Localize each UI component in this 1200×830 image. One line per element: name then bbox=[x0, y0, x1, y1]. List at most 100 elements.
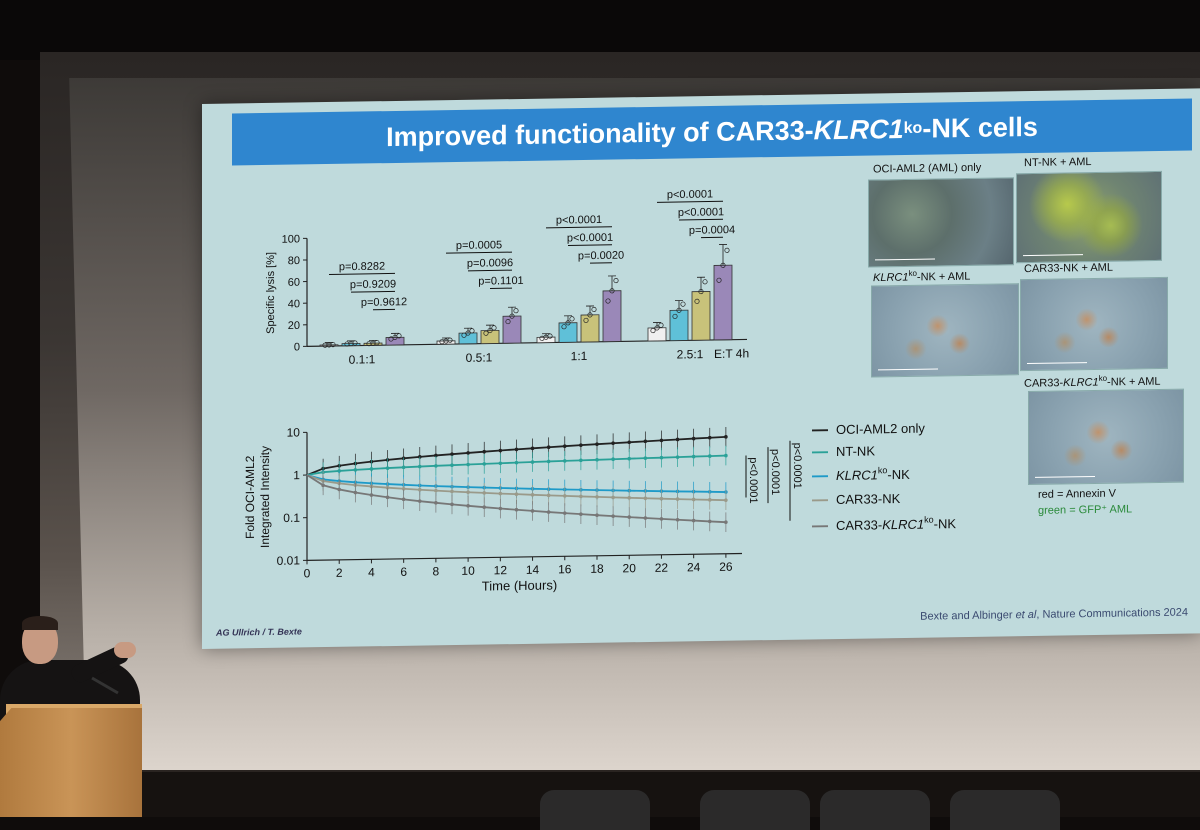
line-p-value: p<0.0001 bbox=[769, 449, 781, 495]
bar-y-tick-label: 60 bbox=[288, 277, 300, 289]
legend-label-2: KLRC1ko-NK bbox=[836, 465, 910, 483]
line-point bbox=[595, 442, 599, 446]
line-point bbox=[724, 454, 728, 458]
line-point bbox=[531, 493, 535, 497]
legend-label-1: NT-NK bbox=[836, 443, 875, 459]
line-point bbox=[547, 494, 551, 498]
line-x-tick-label: 14 bbox=[526, 563, 540, 577]
line-point bbox=[531, 509, 535, 513]
line-point bbox=[482, 505, 486, 509]
bar-2-1 bbox=[559, 323, 577, 343]
footer-lab: AG Ullrich / T. Bexte bbox=[216, 626, 302, 637]
line-point bbox=[708, 436, 712, 440]
bar-data-point bbox=[592, 307, 596, 311]
line-point bbox=[724, 498, 728, 502]
line-point bbox=[450, 490, 454, 494]
line-point bbox=[627, 496, 631, 500]
line-point bbox=[563, 494, 567, 498]
citation-authors: Bexte and Albinger bbox=[920, 609, 1015, 622]
p-value-label: p=0.0096 bbox=[467, 257, 513, 270]
podium bbox=[0, 708, 142, 817]
line-point bbox=[515, 461, 519, 465]
bar-category-label: 2.5:1 bbox=[677, 347, 704, 361]
line-x-tick-label: 20 bbox=[623, 561, 637, 575]
image-label-car33-klrc1: CAR33-KLRC1ko-NK + AML bbox=[1024, 373, 1161, 390]
line-point bbox=[466, 504, 470, 508]
line-x-axis-title: Time (Hours) bbox=[482, 577, 557, 593]
line-point bbox=[611, 496, 615, 500]
micro-image-oci bbox=[868, 177, 1014, 267]
image-label-car33: CAR33-NK + AML bbox=[1024, 262, 1113, 275]
line-point bbox=[644, 496, 648, 500]
p-value-label: p<0.0001 bbox=[678, 206, 724, 219]
p-value-label: p=0.9612 bbox=[361, 296, 407, 309]
line-point bbox=[499, 449, 503, 453]
line-point bbox=[402, 497, 406, 501]
line-point bbox=[499, 461, 503, 465]
line-point bbox=[386, 466, 390, 470]
bar-data-point bbox=[614, 278, 618, 282]
p-value-label: p<0.0001 bbox=[667, 188, 713, 201]
line-point bbox=[386, 495, 390, 499]
line-point bbox=[547, 445, 551, 449]
bar-y-tick-label: 20 bbox=[288, 320, 300, 332]
line-point bbox=[595, 495, 599, 499]
line-point bbox=[676, 438, 680, 442]
citation-journal: , Nature Communications 2024 bbox=[1036, 607, 1188, 621]
p-bracket bbox=[329, 273, 395, 274]
p-value-label: p=0.8282 bbox=[339, 261, 385, 274]
line-point bbox=[644, 516, 648, 520]
line-point bbox=[418, 465, 422, 469]
bar-3-3 bbox=[714, 265, 732, 340]
line-point bbox=[354, 468, 358, 472]
seat bbox=[700, 790, 810, 830]
line-point bbox=[547, 510, 551, 514]
line-point bbox=[627, 457, 631, 461]
line-x-tick-label: 10 bbox=[461, 564, 475, 578]
line-point bbox=[627, 515, 631, 519]
bar-category-label: 1:1 bbox=[571, 349, 588, 363]
line-point bbox=[611, 457, 615, 461]
line-point bbox=[450, 503, 454, 507]
line-y-tick-label: 0.01 bbox=[277, 553, 301, 567]
line-point bbox=[644, 439, 648, 443]
bar-data-point bbox=[492, 326, 496, 330]
line-point bbox=[708, 498, 712, 502]
line-point bbox=[531, 446, 535, 450]
bar-2-3 bbox=[603, 291, 621, 342]
line-point bbox=[515, 492, 519, 496]
p-bracket bbox=[657, 201, 723, 202]
bar-3-1 bbox=[670, 310, 688, 341]
presenter-hand bbox=[114, 642, 136, 658]
p-value-label: p=0.0020 bbox=[578, 250, 624, 263]
line-point bbox=[482, 450, 486, 454]
line-y-tick-label: 10 bbox=[287, 425, 301, 439]
line-point bbox=[579, 443, 583, 447]
line-x-tick-label: 16 bbox=[558, 562, 572, 576]
bar-category-label: 0.1:1 bbox=[349, 352, 376, 366]
line-x-tick-label: 12 bbox=[494, 563, 508, 577]
line-x-axis bbox=[307, 554, 742, 561]
legend-label-3: CAR33-NK bbox=[836, 491, 901, 507]
p-bracket bbox=[679, 219, 723, 220]
line-x-tick-label: 22 bbox=[655, 561, 669, 575]
p-value-label: p=0.0005 bbox=[456, 239, 502, 252]
micro-image-car33-klrc1 bbox=[1028, 389, 1184, 485]
line-x-tick-label: 0 bbox=[304, 566, 311, 580]
line-point bbox=[466, 490, 470, 494]
line-point bbox=[337, 488, 341, 492]
bar-y-tick-label: 40 bbox=[288, 298, 300, 310]
line-y-axis-title-2: Integrated Intensity bbox=[258, 446, 272, 548]
bar-y-tick-label: 100 bbox=[282, 233, 300, 245]
bar-data-point bbox=[681, 302, 685, 306]
scale-bar bbox=[878, 368, 938, 370]
scale-bar bbox=[1027, 362, 1087, 364]
line-point bbox=[692, 519, 696, 523]
image-label-oci: OCI-AML2 (AML) only bbox=[873, 162, 981, 176]
line-point bbox=[660, 456, 664, 460]
line-point bbox=[692, 498, 696, 502]
image-label-nt: NT-NK + AML bbox=[1024, 156, 1092, 169]
line-p-value: p<0.0001 bbox=[791, 443, 803, 489]
line-point bbox=[531, 460, 535, 464]
line-point bbox=[482, 462, 486, 466]
